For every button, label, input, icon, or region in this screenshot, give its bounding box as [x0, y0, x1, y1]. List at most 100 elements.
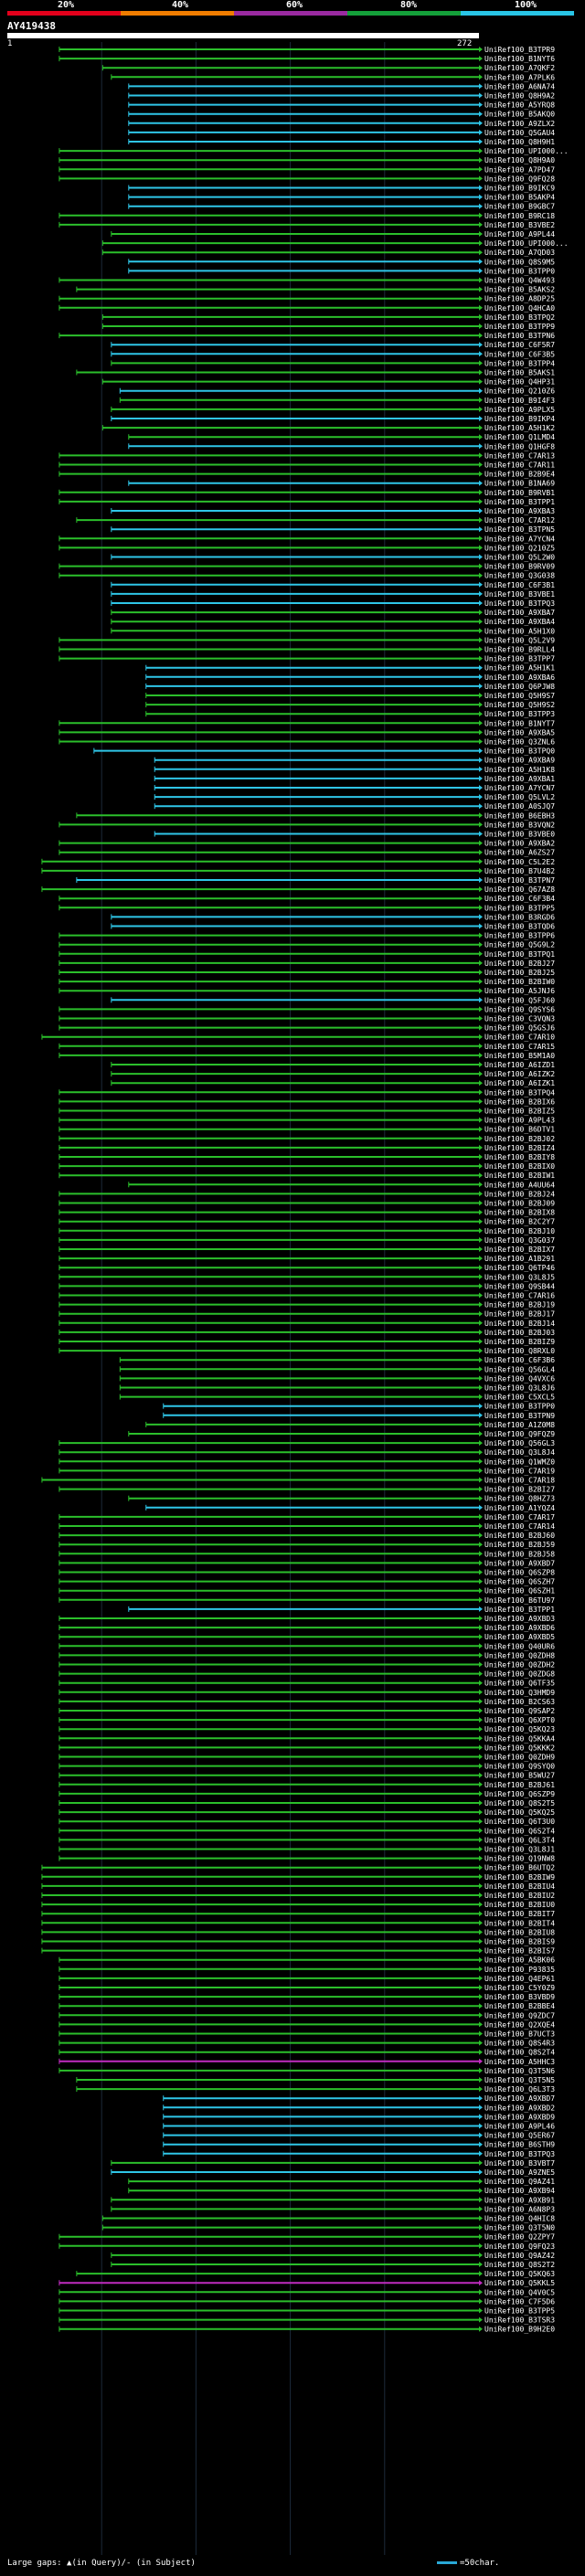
- hit-row[interactable]: UniRef100_B2BIX6: [58, 1097, 555, 1106]
- hit-row[interactable]: UniRef100_Q4HIC8: [101, 2215, 555, 2223]
- hit-id-link[interactable]: UniRef100_B2B9E4: [484, 471, 555, 479]
- hit-row[interactable]: UniRef100_C7AR14: [58, 1522, 555, 1531]
- hit-id-link[interactable]: UniRef100_Q5FJ60: [484, 996, 555, 1004]
- hit-row[interactable]: UniRef100_B2C2Y7: [58, 1218, 555, 1226]
- hit-id-link[interactable]: UniRef100_B3VBE1: [484, 590, 555, 599]
- hit-id-link[interactable]: UniRef100_Q9SYS6: [484, 1005, 555, 1013]
- hit-id-link[interactable]: UniRef100_C7AR18: [484, 1477, 555, 1485]
- hit-id-link[interactable]: UniRef100_B3VBE2: [484, 221, 555, 229]
- hit-row[interactable]: UniRef100_B2BJ10: [58, 1227, 555, 1235]
- hit-row[interactable]: UniRef100_B2CS63: [58, 1698, 555, 1706]
- hit-id-link[interactable]: UniRef100_C5XCL5: [484, 1394, 555, 1402]
- hit-row[interactable]: UniRef100_A6ZS27: [58, 849, 555, 857]
- hit-id-link[interactable]: UniRef100_A6IZD1: [484, 1061, 555, 1069]
- hit-id-link[interactable]: UniRef100_B3VQN2: [484, 821, 555, 829]
- hit-id-link[interactable]: UniRef100_B3VBE0: [484, 831, 555, 839]
- hit-id-link[interactable]: UniRef100_B9GBC7: [484, 203, 555, 211]
- hit-id-link[interactable]: UniRef100_B2BIZ4: [484, 1144, 555, 1152]
- hit-row[interactable]: UniRef100_A1B291: [58, 1255, 555, 1263]
- hit-id-link[interactable]: UniRef100_Q19NW8: [484, 1855, 555, 1863]
- hit-row[interactable]: UniRef100_Q6SZP9: [58, 1790, 555, 1798]
- hit-id-link[interactable]: UniRef100_Q5H9S2: [484, 701, 555, 709]
- hit-id-link[interactable]: UniRef100_A7PD47: [484, 165, 555, 174]
- hit-row[interactable]: UniRef100_Q4V0C5: [58, 2288, 555, 2296]
- hit-id-link[interactable]: UniRef100_Q8S9M5: [484, 258, 555, 266]
- hit-row[interactable]: UniRef100_B9H2E0: [58, 2326, 555, 2334]
- hit-row[interactable]: UniRef100_Q8H9A0: [58, 156, 555, 164]
- hit-row[interactable]: UniRef100_Q4VXC6: [119, 1374, 555, 1383]
- hit-id-link[interactable]: UniRef100_B9IKC9: [484, 185, 555, 193]
- hit-row[interactable]: UniRef100_B3TPN9: [163, 1412, 556, 1420]
- hit-row[interactable]: UniRef100_B2BJ14: [58, 1320, 555, 1328]
- hit-id-link[interactable]: UniRef100_Q6SZH7: [484, 1578, 555, 1586]
- hit-id-link[interactable]: UniRef100_B2BJ25: [484, 969, 555, 977]
- hit-row[interactable]: UniRef100_C5Y0Z9: [58, 1984, 555, 1992]
- hit-row[interactable]: UniRef100_B3TPP7: [58, 655, 555, 663]
- hit-row[interactable]: UniRef100_Q8H9H1: [128, 138, 555, 146]
- hit-id-link[interactable]: UniRef100_Q4V0C5: [484, 2288, 555, 2296]
- hit-row[interactable]: UniRef100_Q56GL4: [119, 1365, 555, 1373]
- hit-id-link[interactable]: UniRef100_C7F5D6: [484, 2297, 555, 2306]
- hit-id-link[interactable]: UniRef100_A9XBA3: [484, 507, 555, 515]
- hit-row[interactable]: UniRef100_C5L2E2: [41, 858, 555, 866]
- hit-id-link[interactable]: UniRef100_B3RGD6: [484, 913, 555, 921]
- hit-id-link[interactable]: UniRef100_B2BJ19: [484, 1301, 555, 1309]
- hit-id-link[interactable]: UniRef100_Q4VXC6: [484, 1374, 555, 1383]
- hit-row[interactable]: UniRef100_C7AR11: [58, 461, 555, 470]
- hit-id-link[interactable]: UniRef100_Q5KQ25: [484, 1808, 555, 1817]
- hit-id-link[interactable]: UniRef100_A5H1K1: [484, 664, 555, 673]
- hit-id-link[interactable]: UniRef100_A9ZNE5: [484, 2168, 555, 2177]
- hit-row[interactable]: UniRef100_Q5KQ23: [58, 1725, 555, 1733]
- hit-row[interactable]: UniRef100_A6NA74: [128, 82, 555, 90]
- hit-id-link[interactable]: UniRef100_B2BJ58: [484, 1550, 555, 1558]
- hit-id-link[interactable]: UniRef100_B5M1A0: [484, 1052, 555, 1060]
- hit-id-link[interactable]: UniRef100_B2BJ02: [484, 1135, 555, 1143]
- hit-row[interactable]: UniRef100_Q5LVL2: [154, 793, 555, 801]
- hit-row[interactable]: UniRef100_A4UU64: [128, 1181, 555, 1189]
- hit-id-link[interactable]: UniRef100_A1B291: [484, 1255, 555, 1263]
- hit-row[interactable]: UniRef100_B3VBE0: [154, 831, 555, 839]
- hit-row[interactable]: UniRef100_B2BIW1: [58, 1171, 555, 1180]
- hit-id-link[interactable]: UniRef100_Q5GSJ6: [484, 1024, 555, 1033]
- hit-id-link[interactable]: UniRef100_A7QD03: [484, 249, 555, 257]
- hit-row[interactable]: UniRef100_Q56GL3: [58, 1439, 555, 1447]
- hit-id-link[interactable]: UniRef100_Q6TF35: [484, 1680, 555, 1688]
- hit-row[interactable]: UniRef100_A9PL44: [111, 230, 555, 239]
- hit-id-link[interactable]: UniRef100_B2BJ61: [484, 1781, 555, 1789]
- hit-id-link[interactable]: UniRef100_A9XBD6: [484, 1624, 555, 1632]
- hit-row[interactable]: UniRef100_Q5G9L2: [58, 941, 555, 949]
- hit-id-link[interactable]: UniRef100_A7PLK6: [484, 73, 555, 81]
- hit-id-link[interactable]: UniRef100_C7AR19: [484, 1467, 555, 1475]
- hit-id-link[interactable]: UniRef100_B3VBD9: [484, 1993, 555, 2001]
- hit-row[interactable]: UniRef100_B2BJ25: [58, 969, 555, 977]
- hit-row[interactable]: UniRef100_B9IKP4: [111, 415, 555, 423]
- hit-id-link[interactable]: UniRef100_A9PL46: [484, 2123, 555, 2131]
- hit-id-link[interactable]: UniRef100_UPI000...: [484, 147, 569, 155]
- hit-row[interactable]: UniRef100_A9XBD7: [163, 2094, 556, 2103]
- hit-id-link[interactable]: UniRef100_Q3L8J1: [484, 1846, 555, 1854]
- hit-id-link[interactable]: UniRef100_Q8HZ73: [484, 1495, 555, 1503]
- hit-id-link[interactable]: UniRef100_Q8RXL0: [484, 1347, 555, 1355]
- hit-row[interactable]: UniRef100_A6N8P3: [111, 2205, 555, 2213]
- hit-id-link[interactable]: UniRef100_B2BJ60: [484, 1532, 555, 1540]
- hit-row[interactable]: UniRef100_B2BIX8: [58, 1209, 555, 1217]
- hit-row[interactable]: UniRef100_B3VBD9: [58, 1993, 555, 2001]
- hit-id-link[interactable]: UniRef100_Q0ZDH8: [484, 1651, 555, 1659]
- hit-id-link[interactable]: UniRef100_B2BIW9: [484, 1873, 555, 1882]
- hit-row[interactable]: UniRef100_B2BJ27: [58, 959, 555, 968]
- hit-id-link[interactable]: UniRef100_B2BIS9: [484, 1938, 555, 1946]
- hit-row[interactable]: UniRef100_A6IZD1: [111, 1061, 555, 1069]
- hit-row[interactable]: UniRef100_Q5KQ25: [58, 1808, 555, 1817]
- hit-row[interactable]: UniRef100_C3VQN3: [58, 1015, 555, 1023]
- hit-row[interactable]: UniRef100_Q9FQ28: [58, 175, 555, 183]
- hit-id-link[interactable]: UniRef100_A5HHC3: [484, 2058, 555, 2066]
- hit-id-link[interactable]: UniRef100_Q9SYQ0: [484, 1763, 555, 1771]
- hit-id-link[interactable]: UniRef100_Q210Z6: [484, 387, 555, 396]
- hit-row[interactable]: UniRef100_A9XBD9: [163, 2113, 556, 2121]
- hit-row[interactable]: UniRef100_A9XBA1: [154, 775, 555, 783]
- hit-id-link[interactable]: UniRef100_B9RV09: [484, 563, 555, 571]
- hit-row[interactable]: UniRef100_Q5ER67: [163, 2132, 556, 2140]
- hit-id-link[interactable]: UniRef100_B2BIT4: [484, 1919, 555, 1927]
- hit-id-link[interactable]: UniRef100_C7AR14: [484, 1522, 555, 1531]
- hit-row[interactable]: UniRef100_B3TPP0: [163, 1403, 556, 1411]
